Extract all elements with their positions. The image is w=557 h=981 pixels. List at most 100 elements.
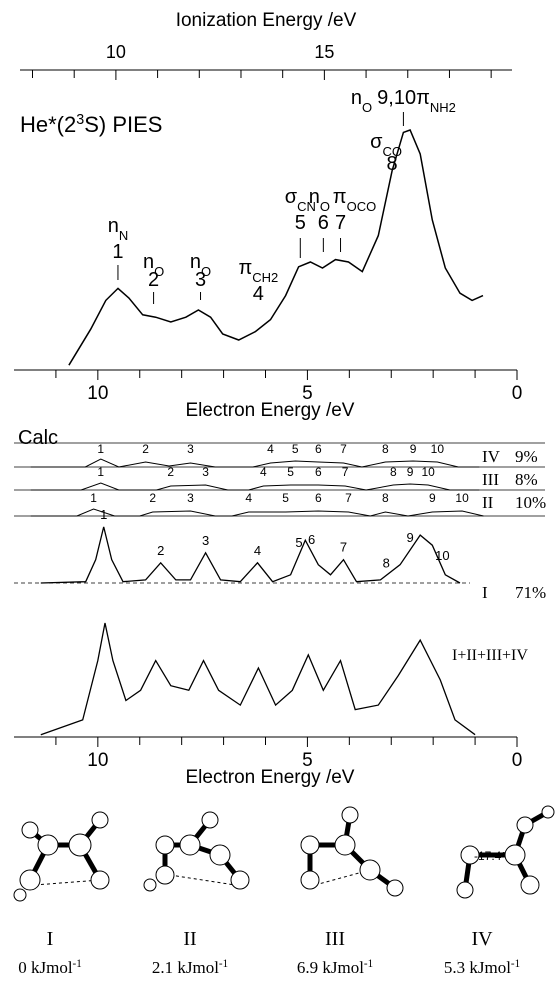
conformer-energy: 0 kJmol-1 — [18, 958, 82, 977]
x-tick-label: 0 — [512, 383, 523, 404]
peak-annotation-part: O — [362, 100, 372, 115]
peak-annotation-part: OCO — [347, 199, 377, 214]
peak-label: 5 — [282, 491, 289, 505]
peak-label: 6 — [315, 491, 322, 505]
peak-annotation: nN — [108, 215, 129, 243]
series-percent: 71% — [515, 583, 546, 602]
peak-label: 7 — [342, 465, 349, 479]
series-name: III — [482, 470, 499, 489]
peak-label: 6 — [315, 442, 322, 456]
series-percent: 8% — [515, 470, 538, 489]
peak-label: 9 — [407, 465, 414, 479]
top-axis-title: Ionization Energy /eV — [176, 10, 357, 31]
series-name: I — [482, 583, 488, 602]
peak-annotation-part: NH2 — [430, 100, 456, 115]
top-tick-label: 10 — [106, 42, 126, 62]
peak-label: 10 — [421, 465, 435, 479]
x-tick-label: 10 — [87, 383, 108, 404]
peak-annotation: nO 9,10πNH2 — [351, 87, 456, 115]
peak-label: 3 — [187, 442, 194, 456]
conformer-energy-part: 6.9 kJmol — [297, 958, 364, 977]
peak-number: 1 — [112, 241, 123, 263]
series-name: II — [482, 493, 494, 512]
peak-label: 7 — [340, 540, 347, 555]
peak-label: 1 — [90, 491, 97, 505]
conformer-name: I — [47, 928, 54, 950]
dihedral-angle: -17.4° — [474, 849, 506, 863]
peak-annotation-part: n — [351, 87, 362, 109]
conformer-energy-part: 5.3 kJmol — [444, 958, 511, 977]
conformer-energy-part: -1 — [364, 958, 373, 970]
peak-annotation-part: π — [416, 87, 430, 109]
conformer-energy-part: -1 — [73, 958, 82, 970]
x-tick-label: 10 — [87, 750, 108, 771]
peak-number: 3 — [195, 269, 206, 291]
peak-label: 4 — [245, 491, 252, 505]
peak-label: 6 — [315, 465, 322, 479]
conformer-energy-part: -1 — [219, 958, 228, 970]
peak-label: 2 — [157, 543, 164, 558]
figure: Ionization Energy /eV1015He*(23S) PIES10… — [0, 0, 557, 981]
peak-label: 6 — [308, 532, 315, 547]
calc-line — [41, 527, 460, 583]
conformer-energy-part: -1 — [511, 958, 520, 970]
peak-annotation-part: π — [333, 186, 347, 208]
peak-label: 2 — [149, 491, 156, 505]
conformer-energy-part: 0 kJmol — [18, 958, 73, 977]
peak-label: 10 — [435, 548, 449, 563]
peak-label: 3 — [202, 533, 209, 548]
peak-label: 4 — [254, 543, 261, 558]
peak-label: 1 — [97, 465, 104, 479]
conformer-energy-part: 2.1 kJmol — [152, 958, 219, 977]
peak-number: 2 — [148, 269, 159, 291]
x-axis-title: Electron Energy /eV — [186, 767, 355, 788]
panel-title: Calc — [18, 427, 58, 449]
pies-line — [69, 130, 483, 365]
conformer-energy: 6.9 kJmol-1 — [297, 958, 373, 977]
conformer-name: II — [183, 928, 196, 950]
series-name: IV — [482, 447, 501, 466]
panel-title: He*(23S) PIES — [20, 112, 162, 137]
peak-label: 10 — [431, 442, 445, 456]
panel-title-part: S) PIES — [84, 112, 162, 137]
panel-title-part: 3 — [76, 112, 84, 128]
peak-label: 3 — [202, 465, 209, 479]
conformer-energy: 5.3 kJmol-1 — [444, 958, 520, 977]
peak-number: 6 — [318, 212, 329, 234]
peak-annotation: πOCO — [333, 186, 376, 214]
peak-annotation-part: σ — [285, 186, 298, 208]
peak-label: 2 — [142, 442, 149, 456]
calc-line — [41, 623, 475, 735]
panel-title-part: He*(2 — [20, 112, 76, 137]
peak-label: 7 — [345, 491, 352, 505]
peak-number: 7 — [335, 212, 346, 234]
peak-label: 10 — [455, 491, 469, 505]
peak-label: 5 — [292, 442, 299, 456]
peak-annotation-part: n — [309, 186, 320, 208]
conformer-energy: 2.1 kJmol-1 — [152, 958, 228, 977]
conformer-name: III — [325, 928, 345, 950]
peak-label: 9 — [429, 491, 436, 505]
peak-label: 3 — [187, 491, 194, 505]
series-percent: 10% — [515, 493, 546, 512]
peak-label: 1 — [97, 442, 104, 456]
peak-label: 8 — [383, 555, 390, 570]
top-tick-label: 15 — [314, 42, 334, 62]
peak-annotation-part: 9,10 — [377, 87, 416, 109]
conformer-name: IV — [471, 928, 493, 950]
peak-label: 5 — [287, 465, 294, 479]
peak-number: 5 — [295, 212, 306, 234]
calc-line — [31, 483, 480, 490]
peak-number: 8 — [387, 153, 398, 175]
molecules — [14, 806, 554, 901]
peak-annotation-part: n — [108, 215, 119, 237]
calc-line — [31, 509, 484, 516]
peak-label: 1 — [100, 507, 107, 522]
peak-number: 4 — [253, 283, 264, 305]
series-name: I+II+III+IV — [452, 647, 528, 664]
peak-label: 5 — [295, 535, 302, 550]
peak-label: 7 — [340, 442, 347, 456]
x-tick-label: 0 — [512, 750, 523, 771]
peak-annotation-part: σ — [370, 131, 383, 153]
series-percent: 9% — [515, 447, 538, 466]
